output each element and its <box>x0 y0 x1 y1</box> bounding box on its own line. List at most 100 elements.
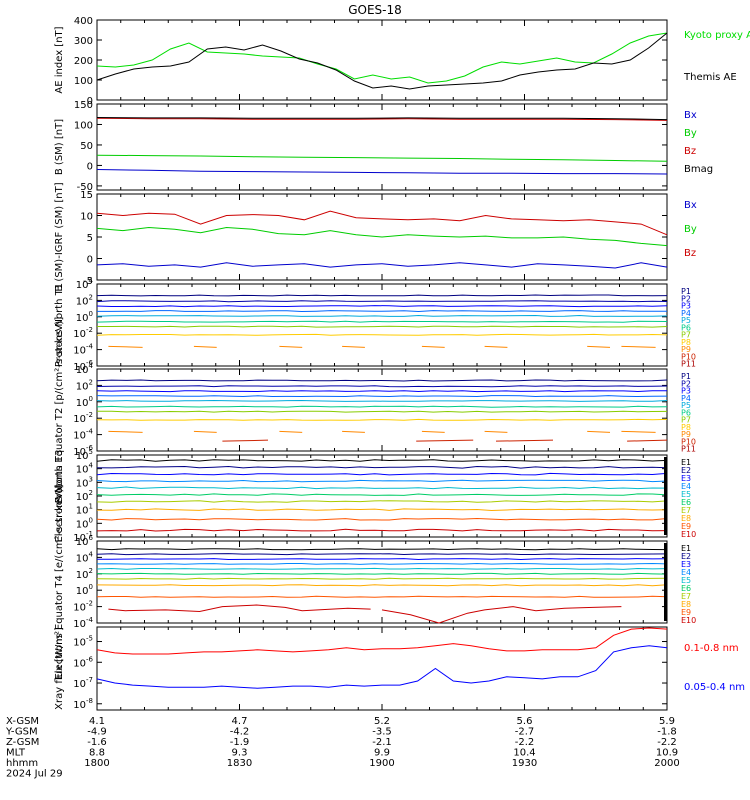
series-line <box>96 627 668 655</box>
y-tick-label: 0 <box>87 96 93 107</box>
legend-entry: Bx <box>684 110 697 121</box>
series-segment <box>421 345 445 348</box>
legend-entry: E9 <box>681 608 691 617</box>
series-segment <box>621 345 656 348</box>
panel-8: 10-8 10-7 10-6 10-5 Xray flux [W/m²] 0.1-0.8 … <box>54 626 745 711</box>
y-tick-label: -50 <box>77 182 93 193</box>
series-line <box>96 305 668 308</box>
series-line <box>96 558 668 561</box>
series-segment <box>342 345 365 348</box>
y-tick-label: 10-8 <box>73 697 93 711</box>
y-tick-label: 104 <box>76 362 94 376</box>
y-tick-label: 10-4 <box>73 343 93 357</box>
legend-entry: P9 <box>681 430 691 439</box>
series-line <box>96 493 668 496</box>
y-tick-label: 10-1 <box>73 530 93 544</box>
right-edge-marks <box>664 457 667 535</box>
y-tick-label: 15 <box>80 190 93 201</box>
y-tick-label: 10-6 <box>73 444 93 458</box>
x-row-value: -1.9 <box>230 737 250 748</box>
legend-entry: E10 <box>681 530 696 539</box>
legend-entry: 0.05-0.4 nm <box>684 682 745 693</box>
x-row-value: 1830 <box>227 758 252 769</box>
legend-entry: E10 <box>681 616 696 625</box>
series-line <box>96 117 668 121</box>
legend-entry: P10 <box>681 437 696 446</box>
series-line <box>96 517 668 521</box>
series-segment <box>495 439 554 442</box>
x-row-value: 5.6 <box>517 716 533 727</box>
legend-entry: P7 <box>681 416 691 425</box>
panel-frame <box>96 626 668 711</box>
series-line <box>96 500 668 503</box>
legend-entry: Bx <box>684 200 697 211</box>
y-tick-label: 10-2 <box>73 411 93 425</box>
x-row-value: 5.2 <box>374 716 390 727</box>
legend-entry: E5 <box>681 576 691 585</box>
series-line <box>96 508 668 512</box>
x-row-value: 5.9 <box>659 716 675 727</box>
y-tick-label: 101 <box>76 503 93 517</box>
series-line <box>96 567 668 570</box>
y-tick-label: 300 <box>74 36 93 47</box>
series-line <box>96 584 668 587</box>
legend-entry: P4 <box>681 309 691 318</box>
series-line <box>96 645 668 689</box>
legend-entry: E3 <box>681 560 691 569</box>
series-line <box>96 320 668 323</box>
series-line <box>96 226 668 247</box>
y-tick-label: 104 <box>76 462 94 476</box>
y-tick-label: 102 <box>76 378 93 392</box>
legend-entry: By <box>684 224 697 235</box>
legend-entry: E6 <box>681 584 691 593</box>
legend-entry: P5 <box>681 401 691 410</box>
series-line <box>96 486 668 490</box>
y-tick-label: 400 <box>74 16 93 27</box>
y-axis-label: Protons North T1 <box>54 283 65 367</box>
y-tick-label: 106 <box>76 534 94 548</box>
y-axis-label: B (SM) [nT] <box>54 119 65 175</box>
x-row-value: 1800 <box>84 758 109 769</box>
legend-entry: P8 <box>681 423 691 432</box>
series-line <box>96 117 668 121</box>
legend-entry: P7 <box>681 331 691 340</box>
y-tick-label: 100 <box>74 76 93 87</box>
legend-entry: Bz <box>684 248 696 259</box>
x-row-label: X-GSM <box>6 716 39 727</box>
legend-entry: P1 <box>681 372 691 381</box>
series-line <box>96 32 668 90</box>
legend-entry: E5 <box>681 490 691 499</box>
legend-entry: P8 <box>681 338 691 347</box>
y-tick-label: 102 <box>76 293 93 307</box>
series-line <box>108 604 371 613</box>
series-line <box>96 562 668 565</box>
legend-entry: P2 <box>681 379 691 388</box>
legend-entry: E6 <box>681 498 691 507</box>
legend-entry: Bmag <box>684 164 713 175</box>
series-segment <box>279 345 303 348</box>
panel-frame <box>96 283 668 367</box>
series-segment <box>484 430 508 433</box>
y-tick-label: 10-4 <box>73 616 93 630</box>
series-line <box>96 418 668 421</box>
y-tick-label: 100 <box>76 395 93 409</box>
series-segment <box>587 430 611 433</box>
series-segment <box>587 345 611 348</box>
legend-entry: P6 <box>681 408 691 417</box>
series-line <box>96 572 668 575</box>
series-segment <box>416 439 474 442</box>
series-line <box>96 154 668 162</box>
legend-entry: E7 <box>681 506 691 515</box>
legend-entry: P11 <box>681 445 696 454</box>
series-line <box>96 262 668 269</box>
series-line <box>96 472 668 476</box>
x-row-value: -2.2 <box>515 737 535 748</box>
y-tick-label: 10-7 <box>73 676 93 690</box>
panel-frame <box>96 103 668 191</box>
legend-entry: E8 <box>681 600 691 609</box>
series-line <box>96 379 668 382</box>
y-tick-label: 10-6 <box>73 359 93 373</box>
